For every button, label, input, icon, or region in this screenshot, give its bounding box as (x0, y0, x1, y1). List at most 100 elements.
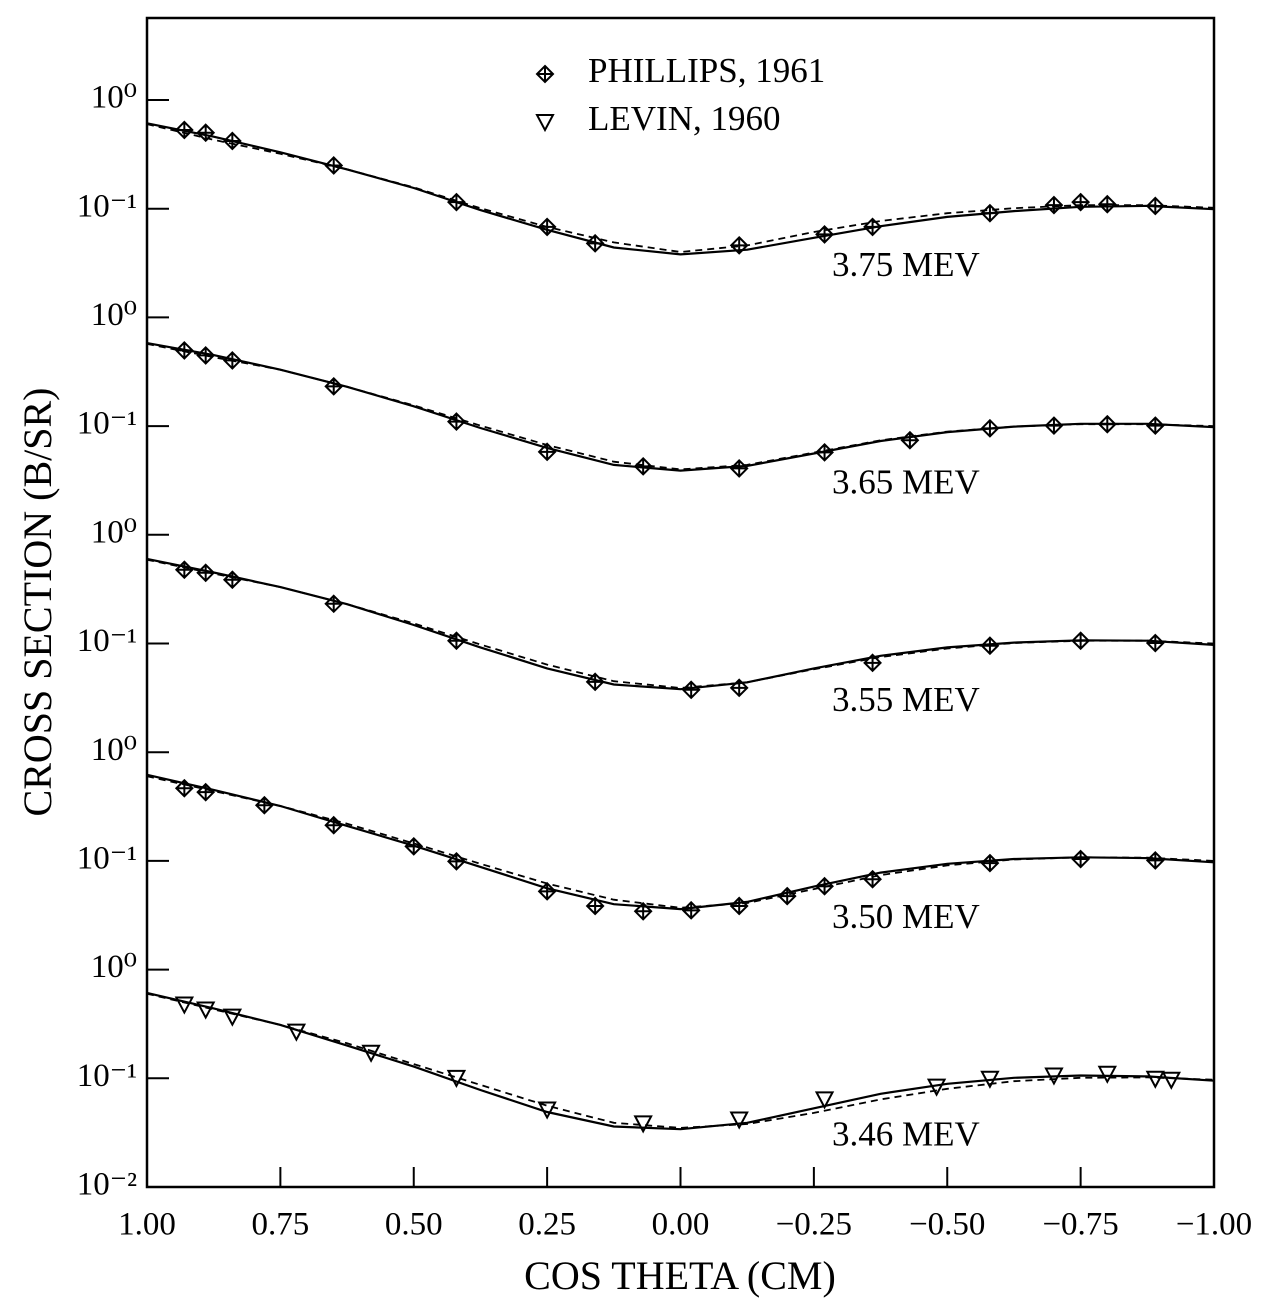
data-point (1097, 414, 1117, 434)
data-point (174, 120, 194, 140)
y-tick-label: 10⁻¹ (77, 623, 137, 659)
fit-curve-solid (146, 342, 1215, 472)
data-point (1044, 195, 1064, 215)
data-point (585, 233, 605, 253)
data-point (1145, 851, 1165, 870)
fit-curve-dashed (146, 992, 1215, 1129)
data-point (926, 1078, 947, 1097)
x-tick-label: 0.00 (652, 1207, 710, 1243)
data-point (404, 836, 424, 856)
data-point (537, 1101, 557, 1120)
panel-label: 3.46 MEV (832, 1115, 980, 1154)
data-point (446, 1069, 467, 1088)
data-point (681, 900, 701, 920)
data-point (324, 376, 344, 396)
plot-frame (145, 16, 1216, 1189)
fit-curve-solid (146, 773, 1215, 911)
data-point (980, 1070, 1000, 1089)
y-tick-label: 10⁻¹ (77, 188, 137, 224)
data-point (1145, 633, 1165, 653)
y-tick-label: 10⁻² (77, 1167, 137, 1203)
data-point (585, 672, 605, 692)
data-point (980, 203, 1000, 223)
panel-label: 3.65 MEV (832, 462, 980, 501)
data-point (447, 192, 466, 212)
fit-curve-dashed (146, 558, 1215, 689)
data-point (196, 123, 216, 143)
data-point (1071, 631, 1091, 651)
y-tick-label: 10⁻¹ (77, 406, 137, 442)
data-point (1145, 196, 1165, 216)
data-point (980, 636, 1000, 656)
x-tick-label: 0.75 (252, 1207, 310, 1243)
data-point (1097, 194, 1117, 214)
data-point (286, 1023, 307, 1042)
data-point (222, 351, 242, 370)
fit-curve-dashed (146, 343, 1215, 471)
legend-label: LEVIN, 1960 (588, 99, 780, 138)
fit-curve-solid (146, 991, 1215, 1131)
fit-curve-dashed (146, 775, 1215, 909)
data-point (537, 217, 557, 237)
data-point (729, 1111, 749, 1130)
data-point (815, 876, 834, 896)
data-point (174, 560, 194, 580)
x-tick-label: 1.00 (118, 1207, 176, 1243)
data-point (633, 1115, 653, 1134)
legend-label: PHILLIPS, 1961 (588, 51, 825, 90)
panel-label: 3.55 MEV (832, 680, 980, 719)
data-point (863, 653, 882, 673)
fit-curve-dashed (146, 123, 1215, 253)
data-point (729, 896, 749, 916)
x-tick-label: −0.25 (776, 1207, 852, 1243)
panel-label: 3.75 MEV (832, 245, 980, 284)
data-point (196, 1001, 216, 1020)
data-point (361, 1044, 381, 1063)
data-point (537, 881, 557, 901)
data-point (900, 430, 920, 450)
data-point (196, 563, 216, 583)
y-tick-label: 10⁰ (91, 732, 137, 768)
data-point (729, 678, 749, 698)
data-point (1071, 849, 1091, 869)
data-point (1145, 416, 1165, 436)
data-point (254, 795, 274, 815)
data-point (729, 459, 749, 478)
data-point (681, 680, 701, 700)
y-tick-label: 10⁰ (91, 514, 137, 550)
x-axis-title: COS THETA (CM) (524, 1253, 836, 1298)
data-point (815, 442, 834, 462)
data-point (174, 340, 194, 360)
data-point (222, 1008, 243, 1027)
y-tick-label: 10⁰ (91, 949, 137, 985)
data-point (1161, 1071, 1181, 1090)
data-point (196, 782, 216, 802)
x-tick-label: −1.00 (1176, 1207, 1252, 1243)
data-point (585, 896, 605, 916)
data-point (1145, 1070, 1165, 1089)
data-point (324, 594, 344, 614)
data-point (1071, 192, 1091, 212)
data-point (729, 235, 749, 255)
y-tick-label: 10⁰ (91, 297, 137, 333)
x-tick-label: −0.50 (909, 1207, 985, 1243)
panel-label: 3.50 MEV (832, 897, 980, 936)
data-point (196, 345, 216, 365)
data-point (980, 418, 1000, 438)
data-point (222, 131, 242, 151)
data-point (1097, 1065, 1117, 1084)
data-point (447, 851, 466, 871)
data-point (633, 901, 653, 921)
legend-marker (535, 64, 555, 84)
data-point (222, 570, 242, 590)
fit-curve-solid (146, 557, 1215, 691)
legend-marker (535, 114, 555, 133)
data-point (980, 853, 1000, 873)
data-point (863, 869, 882, 889)
data-point (777, 886, 797, 906)
x-tick-label: −0.75 (1042, 1207, 1118, 1243)
fit-curve-solid (146, 122, 1215, 256)
y-tick-label: 10⁻¹ (77, 840, 137, 876)
